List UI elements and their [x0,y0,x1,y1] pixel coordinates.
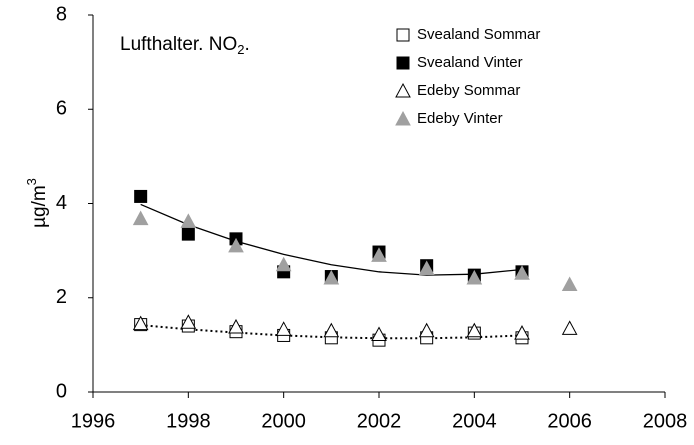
y-tick-label: 0 [56,380,67,402]
triangle-marker [466,322,483,338]
triangle-marker [466,269,483,285]
title-end: . [244,34,249,55]
x-tick-label: 2000 [261,410,306,432]
chart-title: Lufthalter. NO2. [120,34,250,57]
legend-marker [396,28,410,42]
triangle-marker [132,315,149,331]
legend-label: Edeby Sommar [417,82,520,99]
triangle-marker [514,265,530,280]
triangle-marker [275,256,292,272]
y-label-superscript: 3 [24,178,39,185]
square-marker [134,189,148,203]
y-label-text: µg/m [29,185,50,228]
square-marker [181,227,195,241]
x-tick-label: 2002 [357,410,402,432]
triangle-marker [514,325,530,340]
legend-marker [396,56,410,70]
triangle-marker [180,314,197,329]
triangle-marker [228,237,244,253]
triangle-marker [561,276,578,292]
triangle-marker [275,321,292,336]
triangle-marker [228,318,244,334]
y-tick-label: 4 [56,192,67,214]
triangle-marker [371,247,387,262]
y-tick-label: 8 [56,3,67,25]
legend-label: Svealand Sommar [417,26,540,43]
title-text: Lufthalter. NO [120,34,237,55]
x-tick-label: 2004 [452,410,497,432]
triangle-marker [180,213,197,228]
triangle-marker [418,260,435,276]
triangle-marker [323,269,340,285]
legend-marker [395,82,411,98]
x-tick-label: 1998 [166,410,211,432]
x-tick-label: 2006 [547,410,592,432]
trend-line [140,203,523,276]
y-axis-label: µg/m3 [24,178,50,228]
triangle-marker [561,320,578,335]
legend-label: Edeby Vinter [417,110,503,127]
triangle-marker [323,322,340,338]
x-tick-label: 2008 [643,410,688,432]
legend-label: Svealand Vinter [417,54,523,71]
triangle-marker [132,210,149,226]
triangle-marker [418,322,435,338]
legend-marker [395,110,411,126]
x-tick-label: 1996 [71,410,116,432]
y-tick-label: 2 [56,286,67,308]
title-subscript: 2 [237,42,244,57]
y-tick-label: 6 [56,98,67,120]
triangle-marker [371,326,387,342]
